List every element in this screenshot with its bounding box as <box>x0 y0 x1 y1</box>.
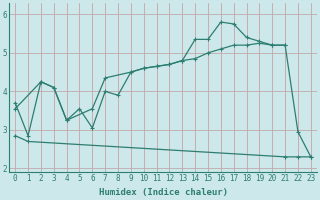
X-axis label: Humidex (Indice chaleur): Humidex (Indice chaleur) <box>99 188 228 197</box>
